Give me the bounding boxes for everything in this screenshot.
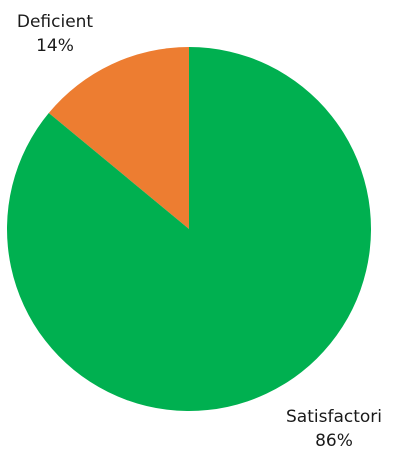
pie-slice-deficient: [48, 47, 189, 229]
slice-value-deficient: 14%: [36, 36, 74, 56]
slice-label-satisfactori: Satisfactori: [286, 407, 382, 427]
slice-value-satisfactori: 86%: [315, 431, 353, 450]
pie-slice-satisfactori: [7, 47, 372, 411]
slice-label-deficient: Deficient: [17, 12, 94, 32]
pie-labels: Deficient 14% Satisfactori 86%: [17, 12, 382, 451]
pie-slices: [7, 47, 372, 411]
